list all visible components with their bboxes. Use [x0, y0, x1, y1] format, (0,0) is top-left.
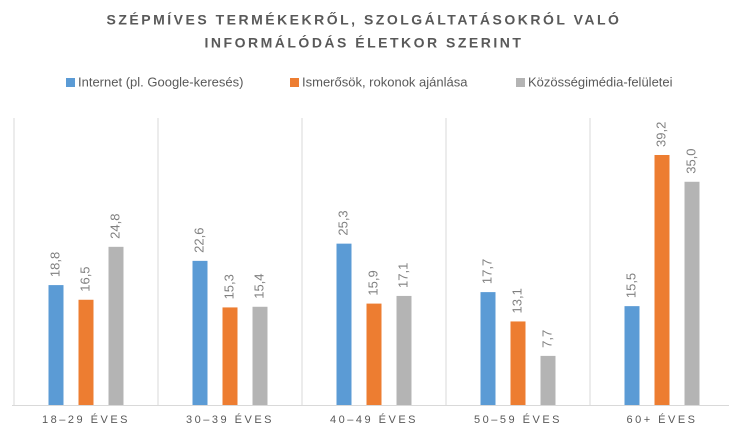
value-label: 25,3: [335, 210, 350, 235]
bar: [336, 243, 352, 405]
legend-label: Ismerősök, rokonok ajánlása: [302, 74, 468, 89]
bar: [540, 355, 556, 405]
value-label: 15,5: [623, 273, 638, 298]
bar: [78, 299, 94, 405]
bar: [222, 307, 238, 405]
x-tick-label: 18–29 ÉVES: [42, 413, 130, 426]
value-label: 39,2: [653, 122, 668, 147]
chart-title: SZÉPMÍVES TERMÉKEKRŐL, SZOLGÁLTATÁSOKRÓL…: [107, 11, 622, 28]
bar: [252, 306, 268, 405]
legend-label: Közösségimédia-felületei: [528, 74, 673, 89]
value-label: 17,7: [479, 259, 494, 284]
value-label: 13,1: [509, 288, 524, 313]
value-label: 16,5: [77, 266, 92, 291]
bar: [510, 321, 526, 405]
bar: [480, 292, 496, 405]
value-label: 15,9: [365, 270, 380, 295]
bar: [684, 181, 700, 405]
value-label: 18,8: [47, 252, 62, 277]
x-tick-label: 40–49 ÉVES: [330, 413, 418, 426]
legend-swatch: [290, 78, 299, 87]
chart-title: INFORMÁLÓDÁS ÉLETKOR SZERINT: [205, 34, 524, 51]
bar: [654, 154, 670, 405]
bar: [108, 246, 124, 405]
legend-swatch: [516, 78, 525, 87]
bar: [366, 303, 382, 405]
value-label: 15,4: [251, 273, 266, 298]
x-tick-label: 50–59 ÉVES: [474, 413, 562, 426]
legend-label: Internet (pl. Google-keresés): [78, 74, 243, 89]
value-label: 22,6: [191, 228, 206, 253]
value-label: 17,1: [395, 263, 410, 288]
x-tick-label: 60+ ÉVES: [626, 413, 697, 426]
bar: [624, 306, 640, 405]
value-label: 35,0: [683, 148, 698, 173]
bar: [48, 285, 64, 405]
bar: [396, 295, 412, 405]
bar: [192, 260, 208, 405]
x-tick-label: 30–39 ÉVES: [186, 413, 274, 426]
legend-swatch: [66, 78, 75, 87]
value-label: 7,7: [539, 330, 554, 348]
value-label: 15,3: [221, 274, 236, 299]
value-label: 24,8: [107, 214, 122, 239]
